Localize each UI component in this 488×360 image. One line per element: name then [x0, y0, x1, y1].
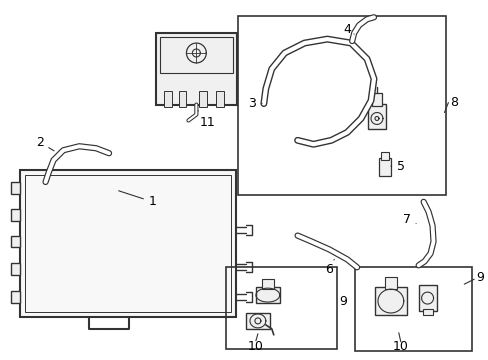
Text: 2: 2: [36, 136, 54, 151]
Bar: [163, 91, 171, 107]
Text: 8: 8: [449, 96, 457, 109]
Bar: [11, 209, 20, 221]
Bar: [160, 37, 233, 73]
Text: 1: 1: [119, 191, 156, 208]
Bar: [354, 267, 471, 351]
Text: 10: 10: [247, 340, 264, 353]
Bar: [422, 309, 432, 315]
Bar: [11, 264, 20, 275]
Bar: [374, 287, 406, 315]
Bar: [11, 235, 20, 247]
Bar: [255, 287, 279, 303]
Bar: [25, 175, 231, 312]
Text: 11: 11: [198, 111, 215, 129]
Text: 6: 6: [325, 260, 334, 276]
Text: 3: 3: [247, 97, 262, 110]
Bar: [11, 291, 20, 303]
Text: 5: 5: [390, 159, 404, 172]
Bar: [245, 313, 269, 329]
Text: 10: 10: [392, 340, 408, 353]
Bar: [178, 91, 186, 107]
Bar: [155, 33, 237, 105]
Text: 9: 9: [475, 271, 483, 284]
Bar: [378, 158, 390, 176]
Bar: [11, 182, 20, 194]
Bar: [371, 93, 381, 105]
Bar: [262, 279, 273, 289]
Bar: [367, 104, 385, 129]
Text: 9: 9: [339, 294, 346, 307]
Bar: [225, 267, 337, 349]
Bar: [216, 91, 224, 107]
Bar: [199, 91, 207, 107]
Bar: [238, 16, 446, 195]
Text: 4: 4: [343, 23, 353, 36]
Bar: [418, 285, 436, 311]
Bar: [20, 170, 236, 317]
Bar: [384, 277, 396, 289]
Text: 7: 7: [402, 213, 415, 226]
Bar: [380, 152, 388, 160]
